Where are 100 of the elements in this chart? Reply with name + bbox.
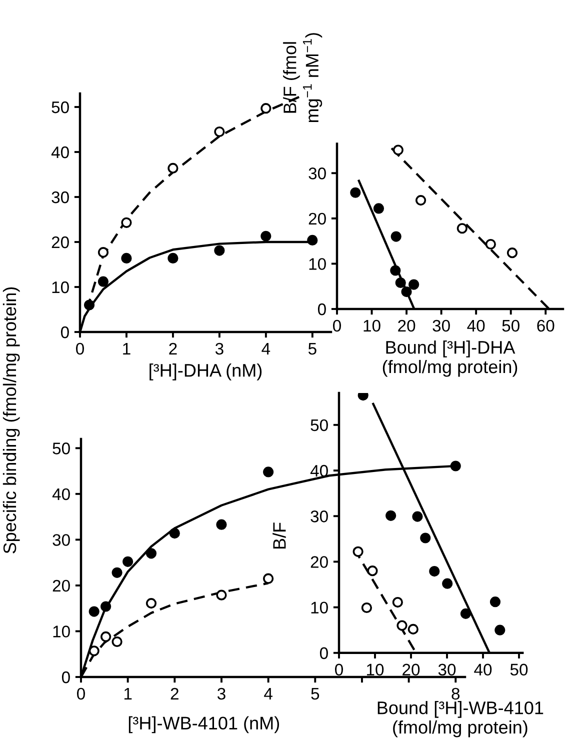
x-tick-label: 20 — [398, 320, 416, 332]
point — [456, 223, 468, 234]
x-tick-label: 30 — [438, 664, 456, 676]
y-tick-label: 10 — [52, 281, 69, 294]
x-tick-label: 2 — [169, 342, 177, 354]
y-tick-label: 50 — [52, 101, 69, 114]
point — [408, 279, 420, 290]
x-tick-label: 10 — [367, 664, 384, 676]
x-axis-title: Bound [³H]-WB-4101 (fmol/mg protein) — [378, 700, 544, 738]
point — [88, 646, 100, 656]
point — [412, 511, 423, 522]
point — [168, 162, 178, 174]
point — [485, 238, 496, 250]
point — [100, 601, 112, 612]
y-tick-label: 20 — [52, 236, 69, 248]
y-tick-label: 20 — [52, 580, 70, 592]
y-tick-label: 40 — [310, 464, 328, 477]
x-tick-label: 40 — [467, 320, 485, 332]
x-tick-label: 3 — [217, 688, 226, 700]
point — [390, 231, 402, 242]
x-tick-label: 5 — [308, 343, 316, 355]
x-tick-label: 40 — [474, 664, 492, 676]
point — [392, 144, 404, 156]
x-tick-label: 5 — [311, 688, 320, 700]
point — [122, 556, 134, 567]
point — [260, 103, 272, 114]
point — [395, 277, 406, 288]
y-axis-title: Specific binding (fmol/mg protein) — [2, 287, 20, 554]
point — [396, 620, 408, 631]
point — [146, 598, 157, 609]
point — [263, 573, 274, 584]
x-tick-label: 0 — [76, 342, 84, 355]
y-tick-label: 20 — [308, 212, 326, 225]
x-tick-label: 0 — [333, 320, 341, 332]
point — [216, 519, 227, 530]
x-axis-title: Bound [³H]-DHA (fmol/mg protein) — [382, 340, 518, 377]
point — [460, 608, 472, 619]
y-tick-label: 0 — [318, 303, 326, 316]
y-tick-label: 0 — [320, 647, 328, 660]
point — [169, 528, 180, 539]
point — [216, 590, 227, 600]
x-axis-title: [³H]-DHA (nM) — [150, 364, 262, 380]
y-tick-label: 30 — [52, 534, 70, 546]
point — [408, 624, 418, 634]
point — [420, 532, 431, 544]
point — [100, 631, 112, 642]
x-tick-label: 30 — [432, 320, 450, 332]
y-tick-label: 40 — [51, 146, 69, 158]
point — [84, 300, 95, 310]
point — [350, 187, 361, 198]
point — [146, 548, 157, 559]
y-tick-label: 50 — [52, 442, 70, 454]
point — [415, 195, 426, 206]
x-tick-label: 0 — [335, 664, 343, 676]
y-tick-label: 10 — [311, 602, 328, 614]
point — [490, 596, 501, 608]
x-tick-label: 4 — [264, 688, 272, 700]
point — [121, 217, 132, 228]
y-tick-label: 30 — [310, 510, 328, 522]
point — [506, 248, 518, 258]
x-tick-label: 1 — [124, 688, 132, 700]
y-tick-label: 30 — [52, 191, 69, 204]
point — [361, 602, 372, 614]
point — [386, 510, 396, 521]
x-tick-label: 4 — [262, 343, 270, 354]
point — [260, 230, 272, 242]
point — [307, 234, 318, 246]
point — [401, 286, 412, 298]
point — [429, 566, 440, 577]
point — [121, 252, 132, 264]
point — [214, 245, 225, 256]
point — [392, 596, 403, 608]
x-tick-label: 0 — [77, 688, 85, 700]
y-tick-label: 30 — [308, 168, 326, 180]
x-tick-label: 3 — [215, 342, 224, 355]
y-tick-label: 50 — [310, 419, 328, 432]
point — [367, 566, 378, 576]
y-tick-label: 40 — [52, 488, 70, 500]
point — [168, 252, 178, 264]
point — [98, 247, 109, 258]
point — [352, 546, 364, 557]
point — [442, 578, 453, 589]
x-tick-label: 1 — [123, 343, 130, 354]
point — [88, 606, 100, 617]
y-tick-label: 20 — [310, 556, 328, 568]
x-tick-label: 60 — [537, 320, 554, 332]
point — [112, 567, 122, 578]
point — [373, 203, 384, 214]
x-tick-label: 20 — [402, 664, 420, 676]
point — [494, 624, 506, 636]
y-tick-label: 10 — [53, 626, 70, 638]
point — [112, 636, 122, 648]
x-tick-label: 50 — [502, 320, 520, 332]
x-axis-title: [³H]-WB-4101 (nM) — [128, 716, 280, 734]
y-axis-title: B/F (fmol mg$^{−1}$ nM$^{−1}$) — [283, 33, 322, 122]
point — [390, 265, 401, 276]
x-tick-label: 2 — [170, 688, 178, 700]
x-tick-label: 10 — [364, 320, 380, 332]
x-tick-label: 8 — [452, 688, 460, 700]
point — [450, 460, 461, 472]
